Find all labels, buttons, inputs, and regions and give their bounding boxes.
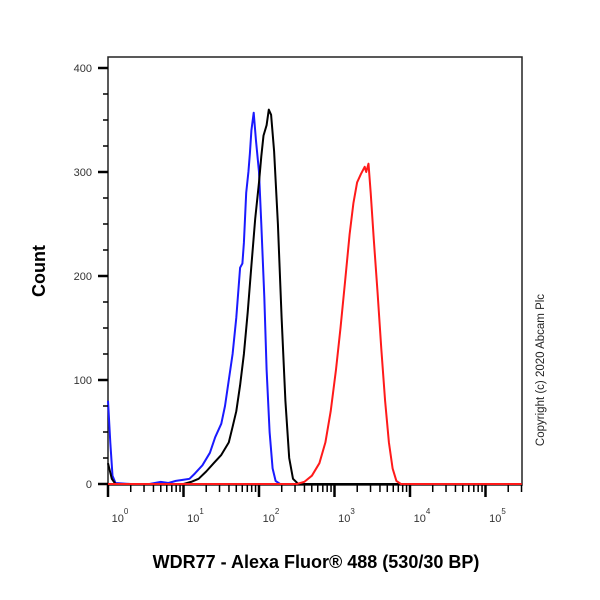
x-tick-label: 101 [187, 507, 204, 525]
x-axis: 100 101 102 103 104 105 [106, 485, 523, 525]
y-tick-label: 300 [74, 167, 92, 179]
histogram-series-3 [108, 162, 522, 485]
y-tick-label: 100 [74, 375, 92, 387]
x-axis-title: WDR77 - Alexa Fluor® 488 (530/30 BP) [153, 552, 480, 572]
y-tick-label: 400 [74, 63, 92, 75]
plot-area [107, 56, 523, 486]
x-tick-label: 105 [489, 507, 506, 525]
y-axis-title: Count [29, 245, 49, 297]
x-tick-label: 104 [414, 507, 431, 525]
x-tick-label: 102 [263, 507, 280, 525]
y-tick-label: 0 [86, 479, 92, 491]
copyright-notice: Copyright (c) 2020 Abcam Plc [535, 294, 547, 446]
x-tick-label: 103 [338, 507, 355, 525]
histogram-series-2 [107, 108, 518, 485]
histogram-curves [107, 108, 522, 485]
y-axis: 0 100 200 300 400 [74, 63, 108, 491]
y-tick-label: 200 [74, 271, 92, 283]
x-tick-label: 100 [112, 507, 129, 525]
